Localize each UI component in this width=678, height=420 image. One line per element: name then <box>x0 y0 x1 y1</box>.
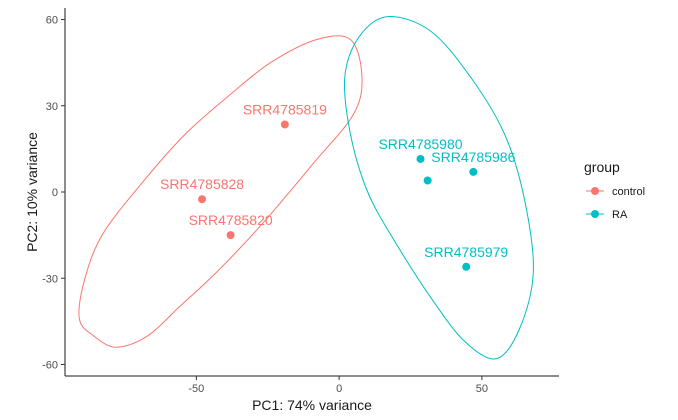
point-label-layer: SRR4785819 SRR4785828 SRR4785820 SRR4785980… <box>160 101 516 259</box>
ellipse-layer <box>78 16 534 360</box>
y-axis-title: PC2: 10% variance <box>24 132 40 252</box>
point-layer <box>198 120 478 271</box>
data-point-ra-0 <box>416 154 425 163</box>
x-tick-label: -50 <box>188 383 204 395</box>
data-point-control-2 <box>226 231 235 240</box>
y-tick-label: -60 <box>42 360 58 372</box>
point-label-ra-3: SRR4785979 <box>424 244 508 260</box>
legend-key-point-ra <box>591 210 599 218</box>
x-axis-ticks: -50 0 50 <box>188 376 488 395</box>
point-label-control-2: SRR4785820 <box>189 212 273 228</box>
point-label-control-1: SRR4785828 <box>160 176 244 192</box>
legend-label-control: control <box>612 186 645 198</box>
point-label-ra-0: SRR4785980 <box>378 136 462 152</box>
ellipse-control <box>78 35 363 348</box>
data-point-ra-1 <box>469 167 478 176</box>
legend-title: group <box>584 159 620 175</box>
data-point-ra-3 <box>462 262 471 271</box>
y-tick-label: 60 <box>46 15 58 27</box>
point-label-ra-1: SRR4785986 <box>431 149 515 165</box>
data-point-control-0 <box>280 120 289 129</box>
legend-key-point-control <box>591 187 599 195</box>
ellipse-ra <box>343 16 534 360</box>
y-tick-label: 0 <box>52 187 58 199</box>
legend-label-ra: RA <box>612 209 628 221</box>
point-label-control-0: SRR4785819 <box>243 101 327 117</box>
x-tick-label: 0 <box>336 383 342 395</box>
x-tick-label: 50 <box>476 383 488 395</box>
data-point-ra-2 <box>423 176 432 185</box>
x-axis-title: PC1: 74% variance <box>252 397 372 413</box>
data-point-control-1 <box>198 195 207 204</box>
y-tick-label: 30 <box>46 101 58 113</box>
y-axis-ticks: 60 30 0 -30 -60 <box>42 15 65 372</box>
y-tick-label: -30 <box>42 273 58 285</box>
legend: group control RA <box>584 159 645 221</box>
